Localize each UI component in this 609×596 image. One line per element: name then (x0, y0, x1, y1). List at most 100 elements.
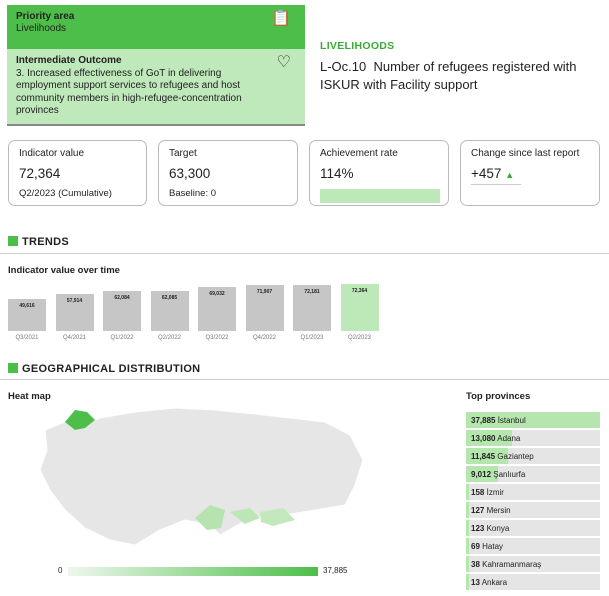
x-tick-label: Q3/2021 (15, 335, 39, 341)
province-value: 37,885 (471, 416, 496, 425)
indicator-code: L-Oc.10 (320, 59, 367, 74)
province-row: 123 Konya (466, 520, 600, 537)
map-sanliurfa (260, 508, 295, 526)
change-card: Change since last report +457 ▲ (460, 140, 600, 206)
province-value: 127 (471, 506, 485, 515)
province-row: 127 Mersin (466, 502, 600, 519)
map-istanbul (65, 410, 95, 430)
section-title: TRENDS (22, 236, 70, 248)
achievement-card: Achievement rate 114% (309, 140, 449, 206)
bar: 69,032 (198, 286, 236, 331)
province-name: Hatay (482, 542, 504, 551)
intermediate-outcome-panel: Intermediate Outcome 3. Increased effect… (7, 49, 305, 126)
bar: 72,364 (340, 284, 379, 331)
province-row: 38 Kahramanmaraş (466, 556, 600, 573)
card-value: 63,300 (169, 166, 211, 181)
province-name: Gaziantep (497, 452, 534, 461)
geo-heading: GEOGRAPHICAL DISTRIBUTION (8, 363, 200, 375)
indicator-title: L-Oc.10 Number of refugees registered wi… (320, 58, 600, 94)
x-tick-label: Q1/2023 (300, 335, 324, 341)
top-provinces-label: Top provinces (466, 391, 531, 402)
section-title: GEOGRAPHICAL DISTRIBUTION (22, 363, 201, 375)
priority-label: Priority area (16, 11, 75, 22)
target-card: Target 63,300 Baseline: 0 (158, 140, 298, 206)
x-tick-label: Q1/2022 (110, 335, 134, 341)
province-bar (466, 574, 470, 590)
divider (0, 253, 609, 254)
province-name: Mersin (486, 506, 511, 515)
bar: 49,616 (8, 299, 46, 331)
legend-min: 0 (58, 566, 63, 575)
province-name: İzmir (486, 488, 504, 497)
bar: 72,181 (293, 284, 331, 331)
province-bar (466, 502, 470, 518)
livelihoods-icon: 📋 (271, 10, 291, 27)
province-bar (466, 466, 498, 482)
community-icon: ♡ (276, 54, 291, 71)
outcome-text: 3. Increased effectiveness of GoT in del… (16, 67, 242, 117)
province-name: Konya (486, 524, 510, 533)
card-period: Q2/2023 (Cumulative) (19, 188, 112, 199)
card-label: Target (169, 148, 197, 159)
province-bar (466, 448, 508, 464)
map-gaziantep (230, 508, 260, 524)
card-value: 72,364 (19, 166, 61, 181)
province-value: 69 (471, 542, 480, 551)
province-name: Şanlıurfa (493, 470, 526, 479)
map-adana (195, 505, 225, 530)
indicator-value-card: Indicator value 72,364 Q2/2023 (Cumulati… (8, 140, 147, 206)
card-label: Change since last report (471, 148, 580, 159)
bar: 57,914 (55, 293, 94, 331)
bar: 71,907 (245, 284, 284, 331)
outcome-label: Intermediate Outcome (16, 55, 122, 66)
province-value: 11,845 (471, 452, 496, 461)
heatmap-label: Heat map (8, 391, 51, 402)
province-bar (466, 520, 470, 536)
trends-heading: TRENDS (8, 236, 69, 248)
province-value: 13 (471, 578, 480, 587)
province-row: 13,080 Adana (466, 430, 600, 447)
category-label: LIVELIHOODS (320, 40, 395, 52)
achievement-fill (320, 189, 440, 203)
province-row: 11,845 Gaziantep (466, 448, 600, 465)
card-value: 114% (320, 166, 354, 181)
x-tick-label: Q4/2022 (252, 335, 277, 341)
divider (0, 379, 609, 380)
indicator-name: Number of refugees registered with ISKUR… (320, 59, 577, 92)
province-value: 123 (471, 524, 485, 533)
province-value: 9,012 (471, 470, 492, 479)
province-bar (466, 412, 600, 428)
section-marker-icon (8, 236, 18, 246)
change-value: +457 (471, 166, 502, 181)
province-value: 38 (471, 560, 480, 569)
legend-gradient (68, 567, 318, 576)
province-value: 13,080 (471, 434, 496, 443)
x-tick-label: Q2/2023 (347, 335, 372, 341)
province-row: 37,885 İstanbul (466, 412, 600, 429)
card-label: Indicator value (19, 148, 85, 159)
card-label: Achievement rate (320, 148, 398, 159)
province-value: 158 (471, 488, 485, 497)
province-name: İstanbul (497, 416, 526, 425)
x-tick-label: Q4/2021 (62, 335, 87, 341)
province-row: 9,012 Şanlıurfa (466, 466, 600, 483)
province-bar (466, 538, 470, 554)
x-tick-label: Q3/2022 (205, 335, 229, 341)
province-bar (466, 484, 470, 500)
legend-max: 37,885 (323, 566, 348, 575)
baseline: Baseline: 0 (169, 188, 217, 199)
turkey-heatmap (39, 407, 364, 546)
bar: 62,084 (103, 291, 141, 331)
province-name: Ankara (481, 578, 508, 587)
x-tick-label: Q2/2022 (157, 335, 182, 341)
achievement-bar (320, 189, 440, 203)
up-arrow-icon: ▲ (505, 170, 515, 180)
province-bar (466, 556, 470, 572)
province-bar (466, 430, 513, 446)
province-row: 13 Ankara (466, 574, 600, 591)
province-name: Kahramanmaraş (482, 560, 542, 569)
priority-value: Livelihoods (16, 23, 67, 34)
bar: 62,085 (150, 291, 189, 331)
section-marker-icon (8, 363, 18, 373)
province-row: 69 Hatay (466, 538, 600, 555)
